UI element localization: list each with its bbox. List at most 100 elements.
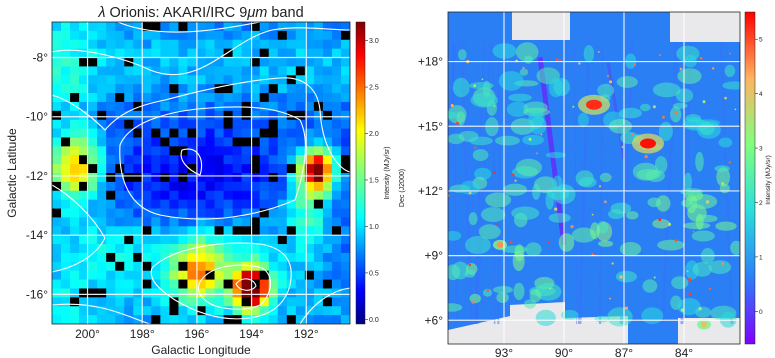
heatmap-cell [241,128,252,138]
heatmap-cell [142,146,152,156]
heatmap-cell [259,84,270,94]
heatmap-cell [160,48,170,58]
colorbar-tick-label: 1.0 [369,224,379,231]
heatmap-cell [340,226,350,236]
heatmap-cell [187,181,197,192]
x-tick-label: 196° [184,327,209,341]
emission-blob [730,240,740,255]
heatmap-cell [169,84,179,94]
heatmap-cell [304,315,315,324]
heatmap-cell [97,235,107,245]
colorbar-tick-label: 0.5 [369,270,379,277]
heatmap-cell [169,57,179,67]
heatmap-cell [142,252,152,263]
heatmap-cell [169,279,179,289]
heatmap-cell [295,164,306,174]
point-source [734,108,737,111]
heatmap-cell [97,57,107,67]
heatmap-cell [52,48,62,58]
heatmap-cell [268,22,279,32]
heatmap-cell [214,128,224,138]
heatmap-cell [286,252,297,263]
heatmap-cell [250,84,261,94]
heatmap-cell [178,190,188,201]
heatmap-cell [142,39,152,50]
heatmap-cell [115,101,125,112]
heatmap-cell [268,146,279,156]
heatmap-cell [331,164,342,174]
point-source [604,200,607,204]
heatmap-cell [169,297,179,307]
colorbar-tick-label: 0.0 [369,317,379,324]
heatmap-cell [331,279,342,289]
heatmap-cell [340,146,350,156]
right-y-axis-label: Dec (J2000) [399,169,406,207]
heatmap-cell [259,137,270,147]
point-source [493,105,496,108]
heatmap-cell [169,164,179,174]
heatmap-cell [223,164,234,174]
emission-blob [524,55,533,64]
heatmap-cell [214,306,224,316]
y-tick-label: +9° [425,249,444,263]
heatmap-cell [232,315,243,324]
heatmap-cell [79,288,89,298]
heatmap-cell [331,48,342,58]
heatmap-cell [223,93,234,103]
x-tick-label: 93° [495,346,513,358]
heatmap-cell [160,252,170,263]
heatmap-cell [196,66,206,76]
heatmap-cell [259,199,270,209]
heatmap-cell [331,288,342,298]
heatmap-cell [214,244,224,254]
heatmap-cell [268,173,279,183]
heatmap-cell [133,30,143,41]
heatmap-cell [268,190,279,201]
left-chart-title: λ Orionis: AKARI/IRC 9μm band [97,5,303,21]
heatmap-cell [187,235,197,245]
heatmap-cell [106,306,116,316]
heatmap-cell [97,101,107,112]
heatmap-cell [241,110,252,121]
emission-blob [696,214,718,223]
heatmap-cell [160,261,170,272]
heatmap-cell [115,288,125,298]
heatmap-cell [241,48,252,58]
heatmap-cell [142,48,152,58]
heatmap-cell [115,315,125,324]
heatmap-cell [70,155,80,165]
heatmap-cell [124,84,134,94]
left-x-tick-labels: 200° 198° 196° 194° 192° [75,327,319,341]
heatmap-cell [277,101,288,112]
heatmap-cell [124,164,134,174]
heatmap-cell [205,199,215,209]
heatmap-cell [115,137,125,147]
heatmap-cell [97,173,107,183]
heatmap-cell [250,199,261,209]
emission-blob [718,137,733,148]
heatmap-cell [241,75,252,85]
heatmap-cell [340,57,350,67]
heatmap-cell [97,244,107,254]
heatmap-cell [241,270,252,280]
heatmap-cell [169,39,179,50]
heatmap-cell [295,119,306,129]
heatmap-cell [124,297,134,307]
heatmap-cell [106,164,116,174]
heatmap-cell [259,66,270,76]
heatmap-cell [259,119,270,129]
heatmap-cell [106,181,116,192]
heatmap-cell [61,181,71,192]
heatmap-cell [88,48,98,58]
heatmap-cell [151,244,161,254]
point-source [680,308,685,312]
heatmap-cell [169,244,179,254]
hotspot [640,138,656,149]
y-tick-label: -14° [26,228,48,242]
heatmap-cell [196,75,206,85]
point-source [450,104,454,107]
heatmap-cell [331,199,342,209]
heatmap-cell [322,252,333,263]
heatmap-cell [88,119,98,129]
heatmap-cell [97,93,107,103]
